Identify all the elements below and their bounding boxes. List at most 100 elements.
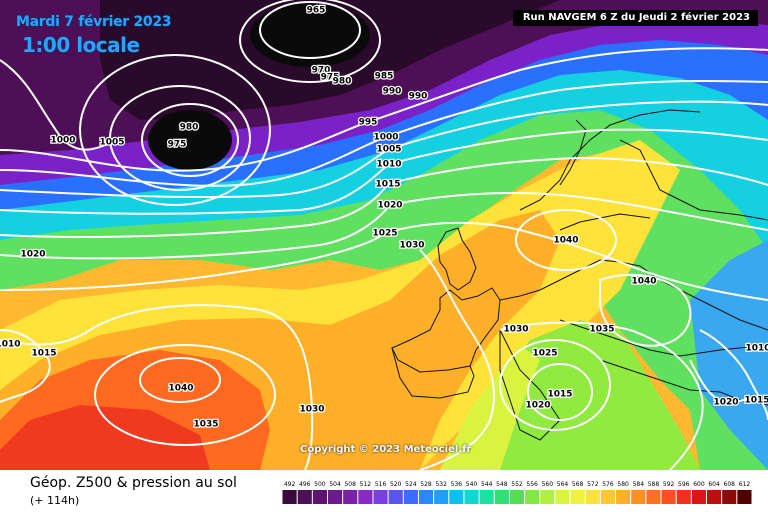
legend-tick-label: 500 (314, 481, 326, 488)
legend-tick-label: 512 (360, 481, 372, 488)
legend-tick-label: 612 (739, 481, 751, 488)
isobar-label: 1035 (193, 420, 218, 430)
z500-band-green-south-yellow (440, 345, 540, 470)
isobar-label: 980 (333, 77, 352, 87)
legend-swatch (327, 490, 343, 504)
footer-bar: Géop. Z500 & pression au sol (+ 114h) 49… (0, 470, 768, 512)
legend-swatch (464, 490, 479, 504)
legend-swatch (555, 490, 570, 504)
isobar-label: 1035 (589, 325, 614, 335)
legend-tick-label: 556 (526, 481, 538, 488)
legend-swatch (737, 490, 752, 504)
legend-swatch (525, 490, 540, 504)
isobar-label: 995 (359, 118, 378, 128)
legend-swatch (358, 490, 373, 504)
legend-tick-label: 504 (329, 481, 341, 488)
legend-tick-label: 600 (693, 481, 705, 488)
legend-tick-label: 580 (617, 481, 629, 488)
coastlines (391, 109, 768, 441)
legend-tick-label: 588 (648, 481, 660, 488)
legend-tick-label: 568 (572, 481, 584, 488)
isobar-label: 1005 (376, 145, 401, 155)
legend-swatch (691, 490, 707, 504)
isobar-label: 975 (168, 140, 187, 150)
legend-swatch (343, 490, 358, 504)
isobar-label: 970 (312, 66, 331, 76)
legend-tick-label: 572 (587, 481, 599, 488)
forecast-date: Mardi 7 février 2023 (16, 14, 172, 30)
legend-tick-label: 592 (663, 481, 675, 488)
legend-swatch (449, 490, 464, 504)
isobar-label: 1020 (20, 250, 45, 260)
legend-swatch (282, 490, 297, 504)
legend-swatch (585, 490, 600, 504)
isobar-label: 1040 (553, 236, 578, 246)
isobar-label: 1010 (376, 160, 401, 170)
isobar-label: 1015 (547, 390, 572, 400)
legend-tick-label: 524 (405, 481, 417, 488)
isobar-label: 990 (409, 92, 428, 102)
legend-swatch (616, 490, 631, 504)
isobar-label: 1015 (375, 180, 400, 190)
isobar-label: 1030 (503, 325, 528, 335)
legend-tick-label: 508 (344, 481, 356, 488)
isobar-label: 1020 (377, 201, 402, 211)
isobar-label: 1040 (631, 277, 656, 287)
legend-swatch (631, 490, 646, 504)
legend-tick-label: 584 (633, 481, 645, 488)
legend-swatch (297, 490, 312, 504)
isobar-label: 1040 (168, 384, 193, 394)
isobar-label: 985 (375, 72, 394, 82)
color-scale-legend: 492 496 500 504 508 512 516 520 524 528 532 536 540 5… (282, 481, 752, 504)
isobar-label: 1010 (745, 344, 768, 354)
isobars (0, 0, 768, 470)
legend-swatch (676, 490, 691, 504)
legend-swatch (403, 490, 418, 504)
low-pressure-center-north (250, 3, 370, 67)
isobar-label: 1010 (0, 340, 21, 350)
legend-tick-label: 564 (557, 481, 569, 488)
copyright-notice: Copyright © 2023 Meteociel.fr (300, 444, 472, 455)
legend-tick-label: 604 (708, 481, 720, 488)
isobar-label: 965 (307, 6, 326, 16)
isobar-label: 1005 (99, 138, 124, 148)
legend-tick-label: 576 (602, 481, 614, 488)
legend-tick-label: 540 (466, 481, 478, 488)
legend-tick-label: 516 (375, 481, 387, 488)
isobar-label: 1000 (50, 136, 75, 146)
isobar-label: 1020 (525, 401, 550, 411)
legend-swatch (418, 490, 434, 504)
z500-band-red-dark (0, 405, 210, 470)
model-run-label: Run NAVGEM 6 Z du Jeudi 2 février 2023 (512, 10, 758, 26)
legend-swatch (494, 490, 509, 504)
legend-tick-label: 492 (284, 481, 296, 488)
forecast-time: 1:00 locale (22, 33, 140, 57)
legend-tick-label: 548 (496, 481, 508, 488)
legend-swatch (434, 490, 449, 504)
legend-swatch (373, 490, 388, 504)
isobar-label: 1030 (399, 241, 424, 251)
low-pressure-center-dark (148, 110, 232, 170)
legend-tick-label: 552 (511, 481, 523, 488)
legend-tick-label: 608 (724, 481, 736, 488)
legend-swatch (540, 490, 555, 504)
legend-swatch (570, 490, 585, 504)
isobar-label: 1025 (532, 349, 557, 359)
legend-swatch (600, 490, 616, 504)
map-title: Géop. Z500 & pression au sol (30, 475, 237, 491)
isobar-label: 975 (321, 73, 340, 83)
isobar-label: 1020 (713, 398, 738, 408)
isobar-label: 1025 (372, 229, 397, 239)
legend-tick-label: 560 (542, 481, 554, 488)
isobar-label: 1000 (373, 133, 398, 143)
legend-tick-label: 596 (678, 481, 690, 488)
legend-tick-label: 520 (390, 481, 402, 488)
legend-swatch (661, 490, 676, 504)
legend-swatch (646, 490, 661, 504)
legend-swatch (479, 490, 494, 504)
legend-swatch (509, 490, 525, 504)
legend-tick-label: 536 (451, 481, 463, 488)
legend-swatch (722, 490, 737, 504)
